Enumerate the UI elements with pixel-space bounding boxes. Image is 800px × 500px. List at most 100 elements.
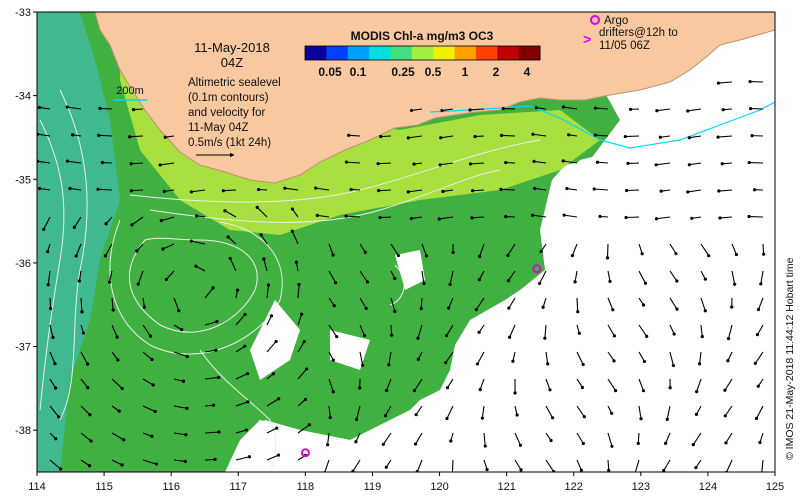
velocity-arrow	[359, 324, 365, 336]
velocity-arrow-head	[256, 187, 261, 192]
velocity-arrow-head	[533, 186, 537, 191]
velocity-arrow-head	[518, 443, 523, 447]
velocity-arrow	[756, 324, 764, 335]
velocity-arrow-head	[730, 305, 734, 309]
velocity-arrow-head	[623, 134, 627, 139]
velocity-arrow-head	[80, 310, 84, 314]
velocity-arrow-head	[304, 367, 309, 371]
velocity-arrow-head	[189, 190, 193, 194]
velocity-arrow-head	[262, 257, 266, 261]
velocity-arrow	[478, 270, 485, 280]
velocity-arrow	[564, 214, 578, 218]
velocity-arrow-head	[376, 189, 381, 193]
cloud-patch	[330, 330, 370, 370]
velocity-arrow-head	[315, 213, 319, 217]
velocity-arrow	[545, 405, 554, 419]
velocity-arrow	[284, 187, 299, 191]
velocity-arrow	[669, 351, 674, 366]
velocity-arrow	[724, 405, 733, 417]
velocity-arrow	[235, 345, 246, 353]
velocity-arrow	[415, 432, 423, 445]
velocity-arrow-head	[548, 388, 552, 392]
velocity-arrow-head	[384, 465, 388, 469]
velocity-arrow-head	[379, 134, 383, 139]
velocity-arrow	[80, 459, 90, 467]
velocity-arrow	[532, 133, 547, 137]
time-label: 04Z	[221, 55, 243, 70]
velocity-arrow-head	[716, 135, 720, 139]
velocity-arrow	[606, 243, 609, 258]
velocity-arrow-head	[247, 455, 252, 459]
velocity-arrow	[266, 427, 277, 434]
velocity-arrow	[173, 297, 180, 311]
velocity-arrow	[476, 351, 485, 365]
velocity-arrow	[408, 135, 423, 139]
velocity-arrow-head	[115, 335, 119, 339]
velocity-arrow-head	[154, 462, 158, 466]
velocity-arrow	[656, 216, 671, 220]
velocity-arrow	[352, 459, 361, 472]
isobath-200m	[429, 101, 775, 149]
velocity-arrow	[291, 231, 299, 245]
velocity-arrow-head	[390, 333, 394, 337]
velocity-arrow-head	[88, 413, 92, 417]
velocity-arrow-head	[532, 159, 536, 163]
velocity-arrow	[235, 314, 246, 326]
velocity-arrow	[727, 324, 733, 339]
velocity-arrow-head	[723, 388, 727, 392]
velocity-arrow-head	[221, 189, 225, 193]
velocity-arrow	[263, 258, 268, 272]
velocity-arrow-head	[65, 105, 69, 109]
velocity-arrow	[173, 432, 186, 436]
velocity-arrow-head	[664, 441, 668, 445]
velocity-arrow-head	[177, 309, 181, 313]
velocity-arrow	[204, 458, 216, 461]
velocity-arrow	[359, 351, 364, 366]
velocity-arrow-head	[707, 254, 711, 258]
velocity-arrow-head	[748, 79, 752, 84]
velocity-arrow-head	[48, 306, 53, 311]
velocity-arrow-head	[244, 428, 248, 432]
velocity-arrow-head	[409, 108, 414, 113]
velocity-arrow-head	[303, 397, 307, 402]
velocity-arrow	[111, 297, 114, 311]
velocity-arrow	[669, 324, 675, 335]
velocity-arrow-head	[42, 227, 46, 231]
velocity-arrow	[328, 324, 338, 337]
velocity-arrow	[689, 162, 702, 166]
velocity-arrow-head	[592, 187, 596, 191]
velocity-arrow-head	[243, 312, 247, 317]
velocity-arrow-head	[499, 133, 504, 137]
velocity-arrow	[80, 351, 89, 365]
velocity-arrow	[760, 270, 764, 284]
cloud-mask	[235, 95, 775, 472]
velocity-arrow-head	[184, 433, 188, 437]
velocity-arrow	[545, 459, 555, 472]
velocity-arrow	[297, 284, 300, 299]
velocity-arrow	[69, 187, 82, 191]
velocity-arrow-head	[150, 434, 154, 438]
velocity-arrow	[663, 459, 671, 471]
velocity-arrow	[700, 243, 710, 256]
velocity-arrow	[382, 432, 392, 445]
velocity-arrow-head	[674, 252, 678, 256]
velocity-arrow-head	[747, 160, 751, 165]
velocity-arrow-head	[163, 135, 167, 139]
velocity-arrow-head	[300, 312, 304, 316]
velocity-arrow	[191, 189, 206, 193]
velocity-arrow-head	[383, 414, 388, 418]
velocity-arrow-head	[703, 277, 707, 281]
velocity-arrow	[756, 405, 764, 419]
colorbar-swatch	[347, 46, 370, 60]
velocity-arrow-head	[51, 335, 55, 339]
velocity-arrow	[346, 161, 361, 164]
velocity-arrow	[80, 405, 91, 416]
velocity-arrow-head	[185, 406, 189, 410]
y-tick-label: -34	[15, 91, 31, 103]
velocity-arrow-head	[214, 348, 218, 352]
isobath-legend: 200m	[113, 85, 147, 101]
velocity-arrow	[142, 324, 151, 337]
velocity-arrow	[449, 270, 454, 285]
velocity-arrow-head	[438, 163, 442, 167]
velocity-arrow-head	[213, 457, 217, 462]
